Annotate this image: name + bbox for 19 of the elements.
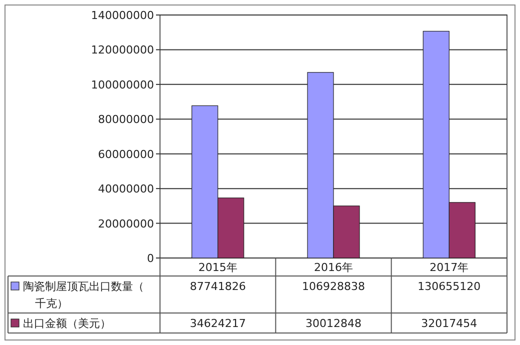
data-label: 130655120: [418, 280, 481, 293]
y-tick-label: 140000000: [91, 9, 154, 22]
y-tick-label: 60000000: [98, 148, 154, 161]
x-tick-label: 2017年: [430, 261, 469, 274]
y-tick-label: 20000000: [98, 217, 154, 230]
y-tick-label: 120000000: [91, 44, 154, 57]
x-tick-label: 2015年: [198, 261, 238, 274]
data-label: 32017454: [421, 317, 478, 330]
legend-label: 出口金额（美元）: [23, 317, 111, 330]
data-label: 30012848: [306, 317, 362, 330]
x-tick-label: 2016年: [314, 261, 353, 274]
y-tick-label: 100000000: [91, 78, 154, 92]
data-label: 34624217: [190, 317, 246, 330]
data-label: 106928838: [302, 280, 365, 293]
y-tick-label: 40000000: [98, 182, 154, 196]
y-tick-label: 0: [147, 252, 154, 265]
y-tick-label: 80000000: [98, 113, 154, 126]
legend-label: 陶瓷制屋顶瓦出口数量（千克）: [23, 280, 144, 310]
data-label: 87741826: [190, 280, 246, 293]
